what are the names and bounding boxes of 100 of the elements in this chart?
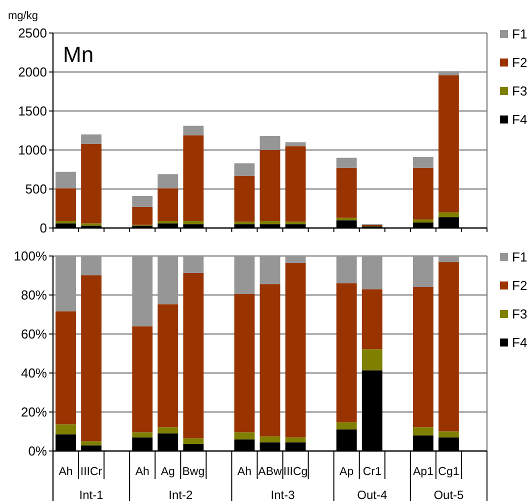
bar xyxy=(412,168,434,220)
bar xyxy=(412,219,434,223)
text: Out-5 xyxy=(434,488,464,501)
bar xyxy=(260,150,280,221)
bar xyxy=(56,256,76,312)
bar xyxy=(81,134,102,144)
bar xyxy=(438,75,459,212)
bar xyxy=(234,432,255,440)
x-tick-label: Ah xyxy=(58,466,73,478)
bar xyxy=(260,284,280,436)
y-tick-label: 80% xyxy=(20,288,48,303)
y-tick-label: 40% xyxy=(20,366,48,381)
chart-title: Mn xyxy=(63,42,94,67)
y-tick-label: 2500 xyxy=(18,26,47,41)
bar xyxy=(132,432,153,438)
legend-label: F2 xyxy=(512,278,528,294)
bar xyxy=(183,272,204,438)
y-tick-label: 500 xyxy=(25,182,47,197)
legend-label: F4 xyxy=(512,112,528,128)
y-tick-label: 60% xyxy=(20,326,48,342)
bar xyxy=(132,256,153,326)
bar xyxy=(183,135,204,221)
y-tick-label: 1000 xyxy=(18,142,47,158)
legend-label: F2 xyxy=(512,55,528,70)
bar xyxy=(132,196,153,207)
bar xyxy=(336,168,357,218)
bar xyxy=(412,287,434,428)
text: Out-4 xyxy=(357,488,388,501)
bar xyxy=(438,256,459,262)
y-tick-label: 0 xyxy=(40,220,47,236)
bar xyxy=(438,212,459,218)
x-tick-label: IIICr xyxy=(80,466,102,478)
text: Int-1 xyxy=(79,488,104,501)
bar xyxy=(158,427,178,434)
bar xyxy=(158,220,178,224)
bar xyxy=(183,220,204,224)
legend-label: F3 xyxy=(512,306,528,322)
x-tick-label: ABw xyxy=(258,466,283,478)
bar xyxy=(56,172,76,188)
bar xyxy=(336,422,357,430)
legend-label: F4 xyxy=(512,335,528,350)
bar xyxy=(81,144,102,224)
bar xyxy=(183,256,204,273)
bar xyxy=(412,157,434,168)
bar xyxy=(234,294,255,432)
bar xyxy=(412,427,434,436)
y-tick-label: 100% xyxy=(14,248,48,264)
bar xyxy=(336,256,357,284)
x-tick-label: Ap xyxy=(340,466,354,478)
bar xyxy=(158,188,178,221)
x-tick-label: Ap1 xyxy=(412,466,434,478)
x-tick-label: Ag xyxy=(160,466,175,478)
bar xyxy=(412,256,434,288)
x-tick-label: IIICg xyxy=(283,466,308,478)
x-tick-label: Cr1 xyxy=(362,466,382,478)
bar xyxy=(132,206,153,225)
bar xyxy=(438,71,459,76)
text: Int-2 xyxy=(168,488,193,501)
bar xyxy=(158,304,178,428)
bar xyxy=(260,220,280,224)
bar xyxy=(234,163,255,176)
bar xyxy=(285,437,306,442)
bar xyxy=(260,256,280,284)
bar xyxy=(234,256,255,294)
bar xyxy=(81,441,102,446)
legend-label: F3 xyxy=(512,84,528,99)
bar xyxy=(260,136,280,150)
bar xyxy=(285,256,306,264)
x-tick-label: Bwg xyxy=(182,466,205,478)
bar xyxy=(183,438,204,444)
bar xyxy=(183,126,204,136)
x-tick-label: Cg1 xyxy=(438,466,460,478)
bar xyxy=(285,146,306,222)
y-tick-label: 20% xyxy=(20,404,48,420)
bar xyxy=(336,283,357,422)
bar xyxy=(260,436,280,442)
bar xyxy=(56,188,76,221)
legend-label: F1 xyxy=(512,26,528,42)
bar xyxy=(81,275,102,442)
bar xyxy=(56,220,76,224)
bar xyxy=(438,262,459,432)
bar xyxy=(362,289,382,350)
y-tick-label: 0% xyxy=(28,444,48,459)
bar xyxy=(285,142,306,146)
bar xyxy=(158,174,178,188)
bar xyxy=(438,431,459,438)
bar xyxy=(362,256,382,290)
bar xyxy=(132,326,153,432)
bar xyxy=(336,158,357,168)
bar xyxy=(234,176,255,222)
bar xyxy=(362,349,382,370)
x-tick-label: Ah xyxy=(135,466,150,478)
y-tick-label: 1500 xyxy=(18,104,47,119)
bar xyxy=(56,311,76,424)
bar xyxy=(56,424,76,434)
y-axis-title: mg/kg xyxy=(8,10,38,22)
text: Int-3 xyxy=(270,488,296,501)
bar xyxy=(285,263,306,438)
x-tick-label: Ah xyxy=(237,466,252,478)
bar xyxy=(158,256,178,304)
